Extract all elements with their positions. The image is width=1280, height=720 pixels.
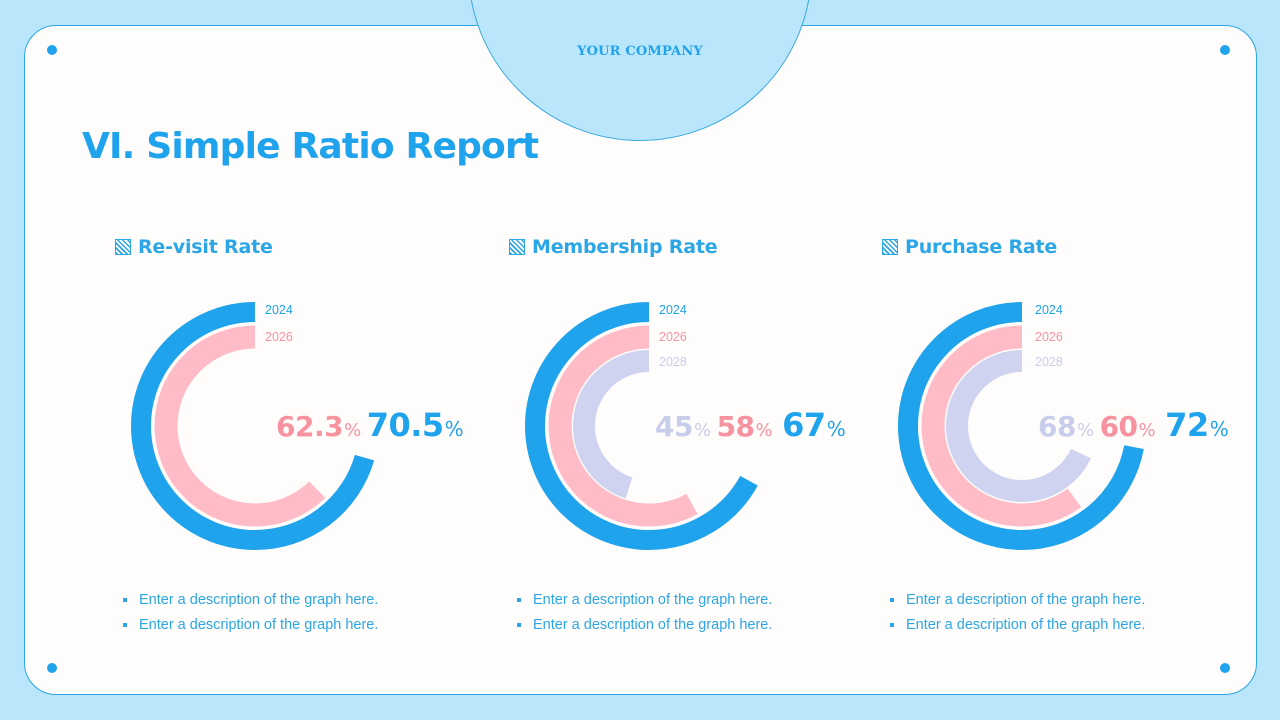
radial-chart [898,302,1146,550]
corner-dot-bottom-right [1220,663,1230,673]
corner-dot-bottom-left [47,663,57,673]
arc-2024 [525,302,773,550]
year-label-2028: 2028 [659,355,687,369]
value-2024: 67% [782,406,846,444]
description-item: Enter a description of the graph here. [890,588,1145,613]
description-item: Enter a description of the graph here. [517,588,772,613]
year-label-2024: 2024 [1035,303,1063,317]
year-label-2026: 2026 [1035,330,1063,344]
corner-dot-top-right [1220,45,1230,55]
hatched-square-icon [509,239,525,255]
value-labels: 45% 58% 67% [655,406,846,444]
arc-2028 [573,350,725,502]
year-label-2024: 2024 [265,303,293,317]
description-item: Enter a description of the graph here. [123,588,378,613]
hatched-square-icon [115,239,131,255]
value-labels: 68% 60% 72% [1038,406,1229,444]
description-item: Enter a description of the graph here. [517,613,772,638]
value-2024: 72% [1165,406,1229,444]
chart-section-membership: Membership Rate 2024 2026 2028 45% 58% 6… [509,236,869,646]
description-list: Enter a description of the graph here. E… [890,588,1145,637]
year-label-2026: 2026 [265,330,293,344]
description-item: Enter a description of the graph here. [123,613,378,638]
chart-section-purchase: Purchase Rate 2024 2026 2028 68% 60% 72%… [882,236,1242,646]
radial-chart [525,302,773,550]
chart-section-revisit: Re-visit Rate 2024 2026 62.3% 70.5% Ente… [115,236,475,646]
hatched-square-icon [882,239,898,255]
arc-2026 [921,325,1123,527]
arc-2028 [946,350,1098,502]
year-label-2024: 2024 [659,303,687,317]
value-2028: 68% [1038,410,1094,443]
description-list: Enter a description of the graph here. E… [517,588,772,637]
value-2026: 62.3% [276,410,361,443]
section-heading: Re-visit Rate [115,236,273,258]
section-title: Membership Rate [532,236,718,258]
arc-2024 [131,302,379,550]
section-title: Re-visit Rate [138,236,273,258]
value-labels: 62.3% 70.5% [276,406,464,444]
section-heading: Purchase Rate [882,236,1057,258]
company-name: YOUR COMPANY [577,44,703,59]
arc-2026 [548,325,750,527]
description-list: Enter a description of the graph here. E… [123,588,378,637]
value-2026: 58% [716,410,773,443]
section-heading: Membership Rate [509,236,718,258]
arc-2024 [898,302,1146,550]
value-2024: 70.5% [366,406,464,444]
value-2028: 45% [655,410,711,443]
section-title: Purchase Rate [905,236,1058,258]
arc-2026 [154,325,356,527]
page-title: VI. Simple Ratio Report [82,126,539,167]
radial-chart [131,302,379,550]
year-label-2028: 2028 [1035,355,1063,369]
corner-dot-top-left [47,45,57,55]
description-item: Enter a description of the graph here. [890,613,1145,638]
value-2026: 60% [1099,410,1156,443]
year-label-2026: 2026 [659,330,687,344]
